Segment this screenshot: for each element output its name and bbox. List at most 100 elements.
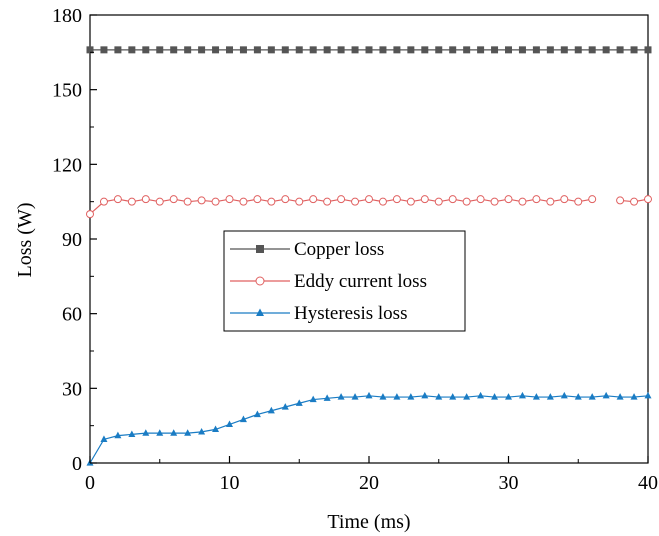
data-point xyxy=(406,197,415,206)
data-point xyxy=(435,393,443,400)
data-point xyxy=(518,197,527,206)
data-point xyxy=(170,46,178,54)
data-point xyxy=(365,391,373,399)
data-point xyxy=(588,46,596,54)
axes-layer: 0 10 20 30 40 0 30 60 90 120 150 180 xyxy=(52,5,658,494)
data-point xyxy=(420,195,429,204)
data-point xyxy=(184,429,192,436)
y-tick-label: 120 xyxy=(52,154,82,176)
data-point xyxy=(155,197,164,206)
data-point xyxy=(253,410,261,418)
data-point xyxy=(100,46,108,54)
y-tick-label: 60 xyxy=(62,304,82,326)
series-copper-loss xyxy=(86,46,652,54)
data-point xyxy=(169,195,178,204)
data-point xyxy=(239,197,248,206)
data-point xyxy=(86,46,94,54)
data-point xyxy=(309,395,317,403)
data-point xyxy=(630,197,639,206)
data-point xyxy=(462,197,471,206)
data-point xyxy=(490,197,499,206)
data-point xyxy=(616,196,625,205)
data-point xyxy=(393,46,401,54)
data-point xyxy=(532,46,540,54)
data-point xyxy=(323,46,331,54)
data-point xyxy=(505,46,512,54)
data-point xyxy=(449,46,457,54)
data-point xyxy=(588,393,596,400)
data-point xyxy=(323,394,331,401)
data-point xyxy=(267,406,275,414)
data-point xyxy=(198,46,206,54)
data-point xyxy=(532,393,540,400)
legend-label: Hysteresis loss xyxy=(294,303,407,324)
data-point xyxy=(435,46,443,54)
data-point xyxy=(477,391,485,399)
legend-marker xyxy=(256,308,264,316)
data-point xyxy=(253,195,262,204)
data-point xyxy=(379,393,387,400)
data-point xyxy=(588,195,597,204)
x-tick-label: 10 xyxy=(220,472,240,494)
data-point xyxy=(616,393,624,400)
data-point xyxy=(644,391,652,399)
data-point xyxy=(378,197,387,206)
data-point xyxy=(156,429,164,436)
legend-marker xyxy=(255,276,265,286)
data-point xyxy=(463,46,471,54)
data-point xyxy=(351,393,359,400)
data-point xyxy=(253,46,261,54)
data-point xyxy=(505,393,512,400)
data-point xyxy=(379,46,387,54)
data-point xyxy=(463,393,471,400)
data-point xyxy=(142,46,150,54)
data-point xyxy=(239,415,247,423)
data-point xyxy=(574,197,583,206)
data-point xyxy=(616,46,624,54)
data-point xyxy=(365,46,373,54)
data-point xyxy=(491,393,499,400)
y-tick-label: 150 xyxy=(52,80,82,102)
series-hysteresis-loss xyxy=(86,391,652,466)
y-axis-title: Loss (W) xyxy=(14,203,36,278)
data-point xyxy=(226,420,233,428)
data-point xyxy=(477,46,485,54)
data-point xyxy=(491,46,499,54)
data-point xyxy=(337,195,346,204)
data-point xyxy=(226,46,233,54)
data-point xyxy=(351,197,360,206)
data-point xyxy=(281,195,290,204)
data-point xyxy=(323,197,332,206)
data-point xyxy=(239,46,247,54)
y-tick-label: 180 xyxy=(52,5,82,27)
data-point xyxy=(170,429,178,436)
data-point xyxy=(421,46,429,54)
data-point xyxy=(156,46,164,54)
data-point xyxy=(630,393,638,400)
data-point xyxy=(518,46,526,54)
data-point xyxy=(421,391,429,399)
data-point xyxy=(114,431,122,439)
data-point xyxy=(198,427,206,435)
data-point xyxy=(393,393,401,400)
x-axis-title: Time (ms) xyxy=(327,511,410,533)
data-point xyxy=(518,391,526,399)
data-point xyxy=(267,197,276,206)
data-point xyxy=(392,195,401,204)
legend: Copper loss Eddy current loss Hysteresis l… xyxy=(223,230,466,332)
data-point xyxy=(267,46,275,54)
data-point xyxy=(407,393,415,400)
data-point xyxy=(560,195,569,204)
data-point xyxy=(546,393,554,400)
series-eddy-current-loss xyxy=(86,195,652,219)
data-point xyxy=(295,399,303,406)
data-point xyxy=(532,195,541,204)
data-point xyxy=(476,195,485,204)
data-point xyxy=(602,46,610,54)
legend-label: Eddy current loss xyxy=(294,271,427,292)
data-point xyxy=(546,197,555,206)
data-point xyxy=(365,195,373,204)
data-point xyxy=(197,196,206,205)
legend-item-eddy-current-loss: Eddy current loss xyxy=(230,271,427,292)
